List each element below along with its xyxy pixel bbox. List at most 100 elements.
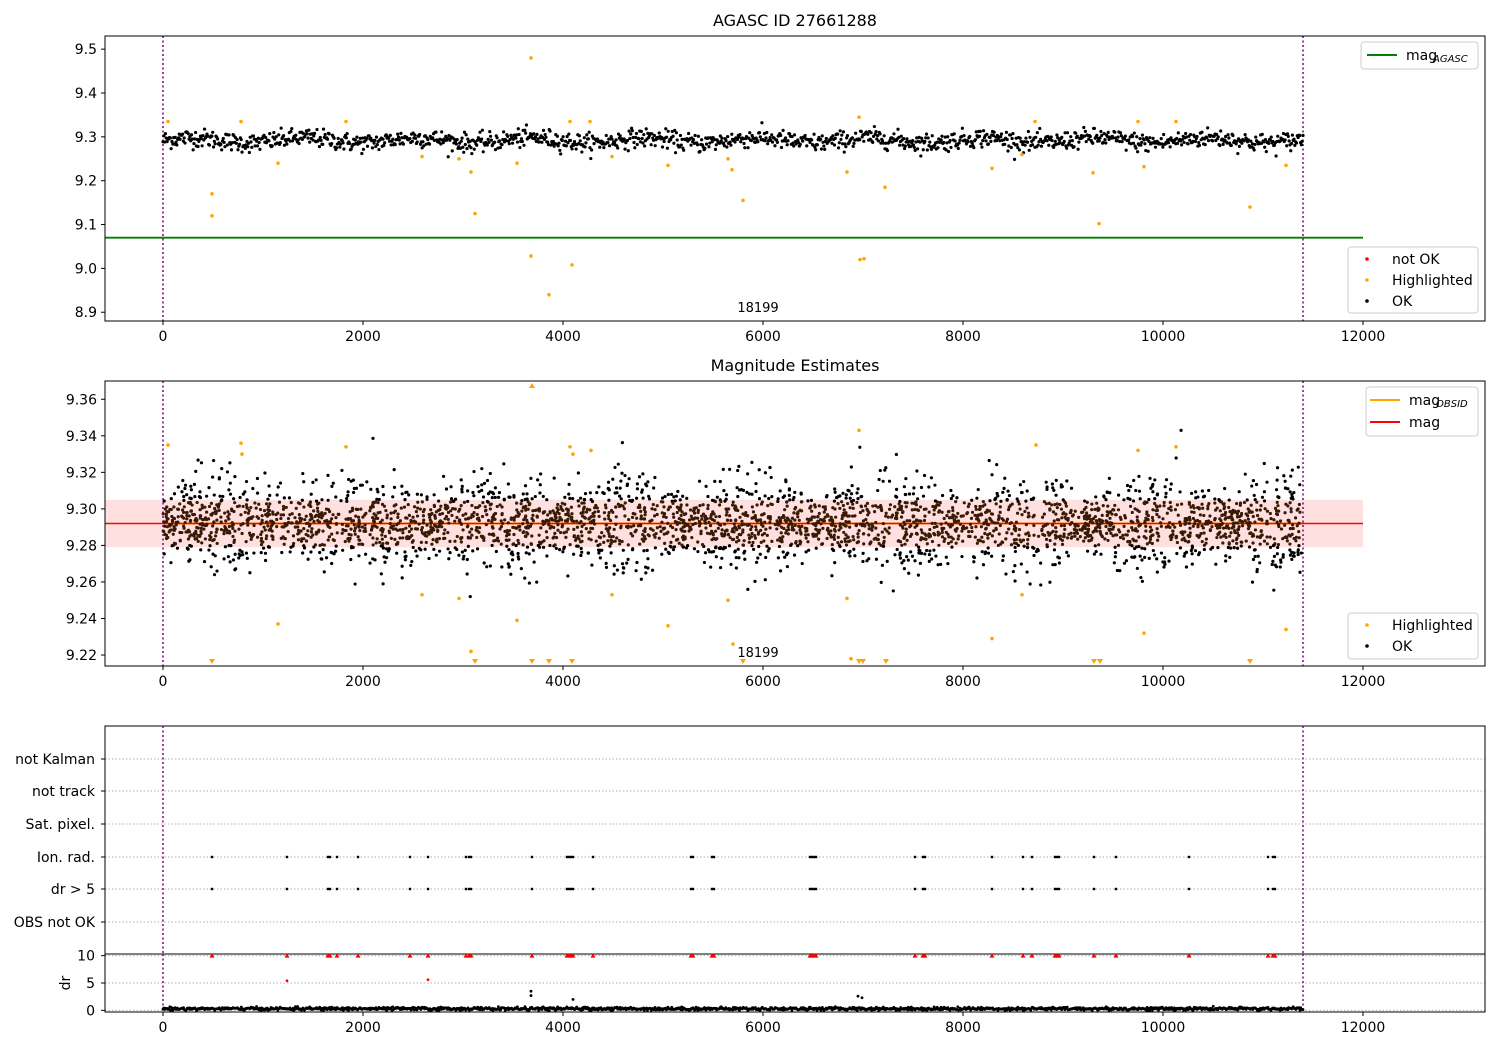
ok-point bbox=[283, 522, 287, 526]
ok-point bbox=[521, 522, 525, 526]
ok-point bbox=[344, 528, 348, 533]
ok-point bbox=[476, 516, 480, 521]
ok-point bbox=[874, 536, 878, 540]
ok-point bbox=[686, 131, 691, 136]
ok-point bbox=[541, 545, 546, 549]
ok-point bbox=[876, 533, 880, 537]
ok-point bbox=[858, 445, 862, 449]
ok-point bbox=[429, 530, 434, 534]
x-tick-label: 10000 bbox=[1141, 674, 1186, 690]
ok-point bbox=[608, 544, 612, 548]
ok-point bbox=[915, 469, 919, 473]
ok-point bbox=[522, 143, 526, 147]
ok-point bbox=[192, 141, 196, 146]
ok-point bbox=[1066, 516, 1070, 521]
ok-point bbox=[1018, 538, 1022, 542]
ok-point bbox=[561, 508, 565, 513]
ok-point bbox=[1074, 131, 1078, 135]
ok-point bbox=[609, 535, 613, 539]
ok-point bbox=[1252, 148, 1256, 152]
ok-point bbox=[196, 144, 200, 149]
ok-point bbox=[1037, 140, 1041, 144]
ok-point bbox=[1175, 551, 1179, 556]
ok-point bbox=[567, 132, 571, 136]
ok-point bbox=[646, 480, 650, 484]
ok-point bbox=[424, 540, 428, 545]
ok-point bbox=[790, 516, 795, 520]
ok-point bbox=[937, 510, 941, 514]
ok-point bbox=[266, 545, 271, 549]
ok-point bbox=[613, 539, 617, 543]
ok-point bbox=[718, 566, 723, 570]
ok-point bbox=[480, 137, 484, 141]
ok-point bbox=[1004, 520, 1009, 524]
ok-point bbox=[447, 557, 451, 561]
ok-point bbox=[166, 535, 170, 540]
ok-point bbox=[340, 522, 344, 527]
ok-point bbox=[1169, 136, 1173, 140]
ok-point bbox=[493, 495, 497, 500]
ok-point bbox=[449, 497, 454, 501]
ok-point bbox=[1032, 533, 1036, 537]
ok-point bbox=[198, 490, 202, 494]
ok-point bbox=[302, 546, 307, 550]
ok-point bbox=[477, 137, 481, 141]
ok-point bbox=[1253, 498, 1257, 502]
ok-point bbox=[640, 136, 644, 141]
ok-point bbox=[423, 547, 427, 551]
ok-point bbox=[895, 547, 899, 552]
ok-point bbox=[654, 532, 658, 536]
ok-point bbox=[739, 505, 744, 509]
ok-point bbox=[1015, 497, 1019, 501]
ok-point bbox=[1231, 508, 1235, 512]
ok-point bbox=[1047, 501, 1051, 505]
ok-point bbox=[317, 528, 321, 532]
ok-point bbox=[855, 500, 859, 505]
ok-point bbox=[903, 144, 907, 148]
ok-point bbox=[1150, 515, 1155, 520]
ok-point bbox=[348, 141, 352, 146]
highlighted-point bbox=[529, 56, 533, 60]
ok-point bbox=[558, 530, 563, 535]
ok-point bbox=[618, 542, 622, 546]
ok-point bbox=[724, 507, 729, 512]
ok-point bbox=[805, 517, 809, 521]
ok-point bbox=[438, 519, 443, 523]
ok-point bbox=[310, 527, 314, 531]
ok-point bbox=[607, 498, 611, 502]
ok-point bbox=[319, 557, 323, 561]
ok-point bbox=[1289, 507, 1293, 511]
ok-point bbox=[432, 493, 436, 497]
ok-point bbox=[495, 504, 499, 509]
ok-point bbox=[1215, 132, 1219, 136]
ok-point bbox=[258, 147, 262, 151]
ok-point bbox=[542, 510, 547, 514]
ok-point bbox=[933, 499, 938, 503]
ok-point bbox=[233, 501, 237, 505]
ok-point bbox=[927, 510, 931, 514]
ok-point bbox=[616, 462, 620, 466]
ok-point bbox=[777, 516, 781, 520]
y-tick-label: 9.30 bbox=[66, 502, 97, 518]
ok-point bbox=[355, 135, 359, 139]
ok-point bbox=[987, 523, 991, 527]
ok-point bbox=[1184, 521, 1188, 525]
ok-point bbox=[855, 541, 859, 545]
ok-point bbox=[959, 135, 964, 139]
ok-point bbox=[579, 496, 583, 500]
ok-point bbox=[837, 141, 841, 145]
ok-point bbox=[455, 515, 459, 520]
ok-point bbox=[653, 507, 657, 512]
ok-point bbox=[708, 141, 712, 145]
ok-point bbox=[919, 528, 923, 532]
ok-point bbox=[949, 145, 953, 150]
ok-point bbox=[911, 515, 915, 519]
ok-point bbox=[897, 135, 901, 139]
ok-point bbox=[1151, 548, 1155, 553]
ok-point bbox=[720, 528, 724, 532]
ok-point bbox=[1130, 510, 1134, 515]
ok-point bbox=[612, 572, 616, 576]
ok-point bbox=[629, 525, 633, 529]
ok-point bbox=[163, 524, 167, 528]
ok-point bbox=[598, 556, 602, 560]
